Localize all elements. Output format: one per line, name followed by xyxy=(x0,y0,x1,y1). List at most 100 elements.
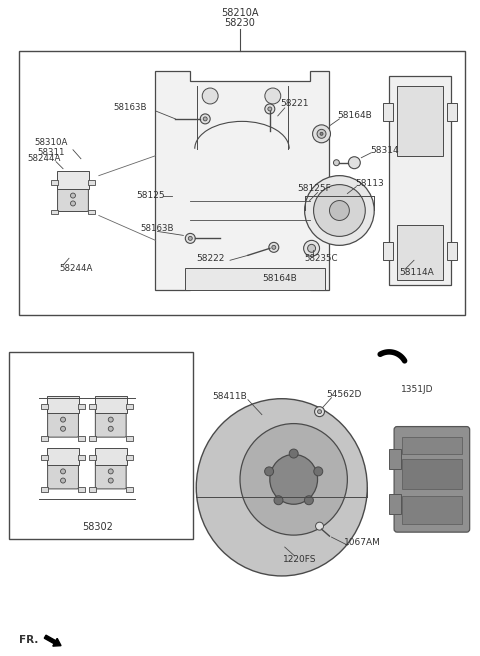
Bar xyxy=(47,447,79,465)
Bar xyxy=(383,242,393,260)
Circle shape xyxy=(304,496,313,504)
Bar xyxy=(57,171,89,189)
Circle shape xyxy=(185,234,195,243)
Bar xyxy=(88,209,95,215)
Circle shape xyxy=(265,104,275,114)
Circle shape xyxy=(60,469,65,474)
Bar xyxy=(402,436,462,455)
Circle shape xyxy=(108,426,113,431)
Bar xyxy=(126,436,132,441)
Circle shape xyxy=(200,114,210,124)
Bar xyxy=(383,103,393,121)
Bar xyxy=(402,459,462,489)
Circle shape xyxy=(203,117,207,121)
Circle shape xyxy=(272,245,276,249)
FancyBboxPatch shape xyxy=(394,426,469,532)
Bar xyxy=(389,449,401,470)
Bar xyxy=(89,455,96,461)
Text: 58314: 58314 xyxy=(370,146,398,155)
Text: 58210A: 58210A xyxy=(221,9,259,18)
FancyArrow shape xyxy=(44,635,61,646)
Bar xyxy=(389,76,451,285)
Text: 58164B: 58164B xyxy=(263,274,297,283)
Bar xyxy=(126,403,132,409)
Text: 58163B: 58163B xyxy=(114,104,147,112)
Text: 58244A: 58244A xyxy=(27,154,61,163)
Text: 58163B: 58163B xyxy=(141,224,174,233)
Bar xyxy=(402,497,462,524)
Bar xyxy=(397,86,443,155)
Bar xyxy=(9,352,193,539)
Bar xyxy=(89,403,96,409)
Bar xyxy=(19,51,465,315)
Circle shape xyxy=(268,107,272,111)
Bar xyxy=(389,494,401,514)
Circle shape xyxy=(269,242,279,253)
Circle shape xyxy=(334,159,339,166)
Circle shape xyxy=(329,201,349,220)
Text: 58302: 58302 xyxy=(83,522,113,532)
Circle shape xyxy=(71,201,75,206)
Text: 58230: 58230 xyxy=(225,18,255,28)
Circle shape xyxy=(318,409,322,414)
Text: 58125F: 58125F xyxy=(298,184,332,193)
Circle shape xyxy=(265,88,281,104)
Circle shape xyxy=(71,193,75,198)
Ellipse shape xyxy=(196,399,367,576)
Circle shape xyxy=(108,469,113,474)
Circle shape xyxy=(289,449,298,458)
Circle shape xyxy=(108,417,113,422)
Text: 1220FS: 1220FS xyxy=(283,554,316,564)
Circle shape xyxy=(312,125,330,143)
Text: 58222: 58222 xyxy=(196,254,224,263)
Bar xyxy=(447,242,457,260)
Bar xyxy=(78,455,85,461)
Circle shape xyxy=(108,478,113,483)
Text: 58114A: 58114A xyxy=(399,268,434,277)
Bar xyxy=(41,455,48,461)
Circle shape xyxy=(314,467,323,476)
Circle shape xyxy=(317,129,326,138)
Bar xyxy=(185,268,324,290)
FancyBboxPatch shape xyxy=(96,409,126,437)
Bar xyxy=(447,103,457,121)
Text: 1351JD: 1351JD xyxy=(401,385,433,394)
Circle shape xyxy=(315,522,324,530)
Bar xyxy=(95,447,127,465)
Bar xyxy=(397,226,443,280)
Ellipse shape xyxy=(240,424,348,535)
Circle shape xyxy=(308,244,315,253)
Bar xyxy=(89,436,96,441)
Bar xyxy=(51,209,58,215)
Text: 54562D: 54562D xyxy=(327,390,362,400)
Circle shape xyxy=(60,478,65,483)
Bar xyxy=(41,403,48,409)
Bar xyxy=(51,180,58,185)
Bar xyxy=(88,180,95,185)
Bar xyxy=(47,396,79,413)
Circle shape xyxy=(304,240,320,256)
Text: 58235C: 58235C xyxy=(305,254,338,263)
Circle shape xyxy=(274,496,283,504)
Ellipse shape xyxy=(270,455,318,504)
FancyBboxPatch shape xyxy=(48,461,78,489)
Text: 58221: 58221 xyxy=(280,100,309,108)
Bar xyxy=(126,487,132,492)
Text: 58244A: 58244A xyxy=(59,264,93,273)
Circle shape xyxy=(188,236,192,240)
Circle shape xyxy=(314,407,324,417)
Text: 58411B: 58411B xyxy=(213,392,247,401)
FancyBboxPatch shape xyxy=(96,461,126,489)
Text: 58164B: 58164B xyxy=(337,112,372,121)
Circle shape xyxy=(60,417,65,422)
Bar xyxy=(78,436,85,441)
Polygon shape xyxy=(156,71,329,290)
Circle shape xyxy=(202,88,218,104)
Circle shape xyxy=(305,176,374,245)
Bar xyxy=(41,436,48,441)
Circle shape xyxy=(313,184,365,236)
Bar xyxy=(89,487,96,492)
Bar xyxy=(95,396,127,413)
Bar xyxy=(78,487,85,492)
Circle shape xyxy=(264,467,274,476)
